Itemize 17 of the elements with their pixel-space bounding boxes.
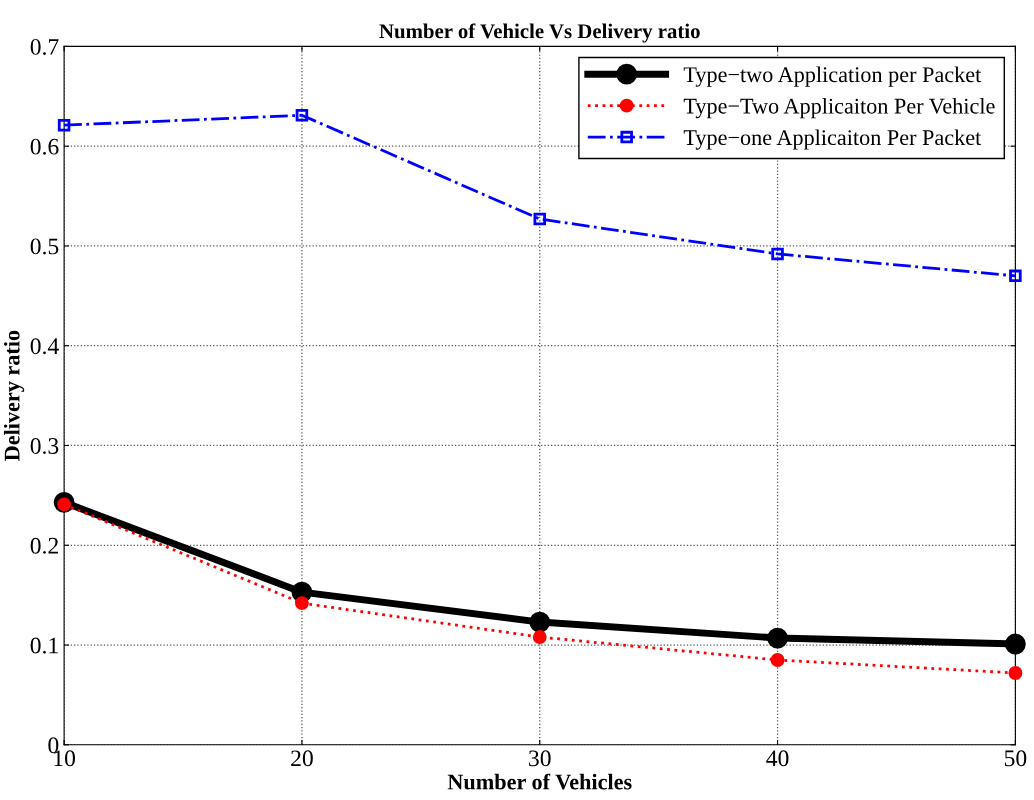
y-tick-label: 0.1 xyxy=(30,637,58,654)
legend-label: Type−one Applicaiton Per Packet xyxy=(683,129,982,150)
legend-label: Type−two Application per Packet xyxy=(683,66,982,87)
x-tick-label: 50 xyxy=(1004,750,1027,767)
legend-label: Type−Two Applicaiton Per Vehicle xyxy=(683,98,995,119)
y-tick-label: 0.3 xyxy=(30,437,59,455)
y-tick-label: 0.7 xyxy=(30,38,59,55)
y-tick-label: 0.2 xyxy=(30,537,58,554)
x-tick-label: 20 xyxy=(291,750,313,767)
x-tick-label: 40 xyxy=(766,750,789,767)
y-tick-label: 0.6 xyxy=(30,138,59,155)
y-tick-label: 0.5 xyxy=(30,238,59,255)
chart-title: Number of Vehicle Vs Delivery ratio xyxy=(379,23,700,43)
x-tick-label: 30 xyxy=(529,750,551,767)
y-tick-label: 0.4 xyxy=(30,338,59,355)
y-axis-title: Delivery ratio xyxy=(3,330,25,461)
x-axis-title: Number of Vehicles xyxy=(447,773,632,790)
